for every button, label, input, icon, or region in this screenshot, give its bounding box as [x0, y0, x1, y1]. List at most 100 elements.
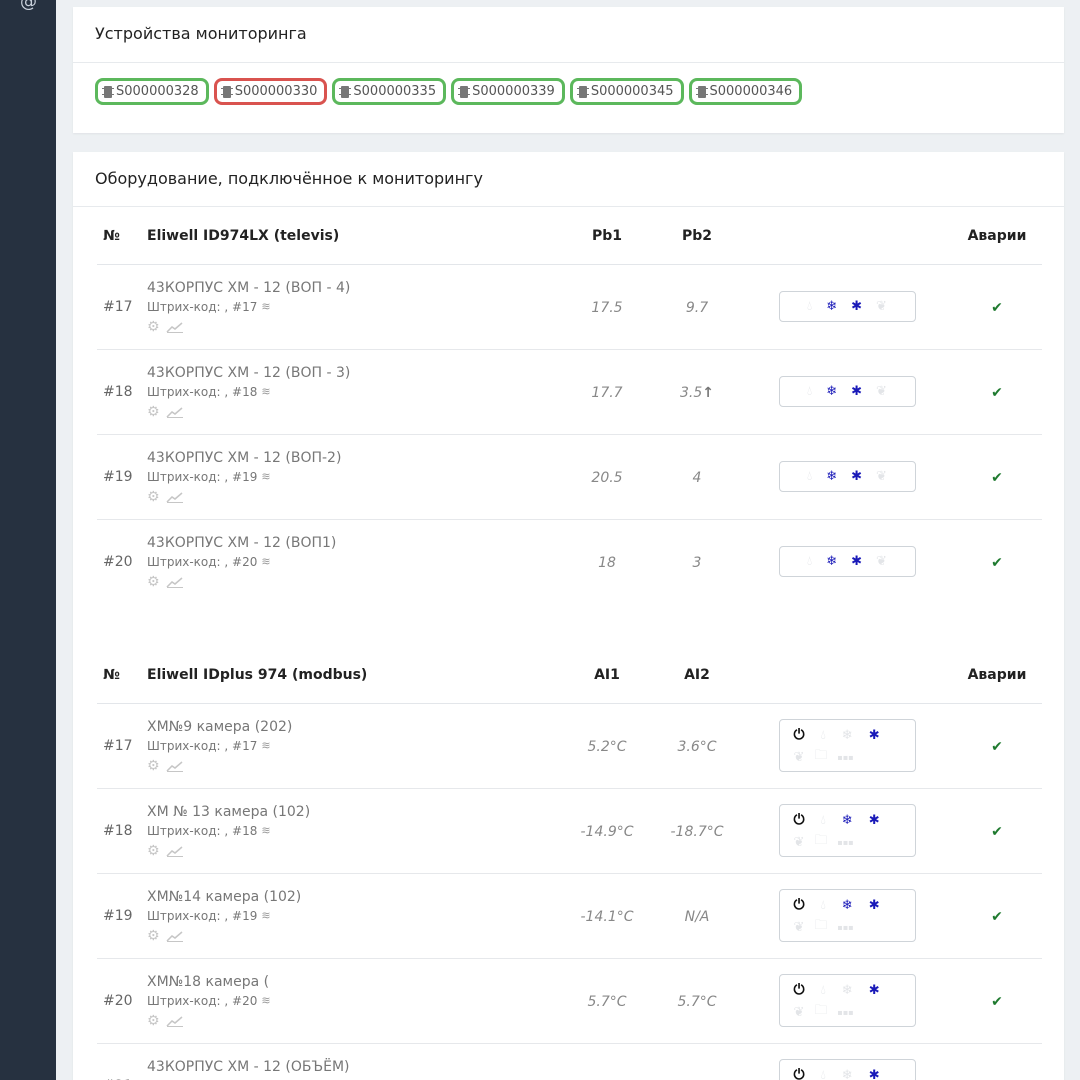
aux-icon: ▪▪▪: [837, 922, 854, 932]
device-chip[interactable]: S000000339: [451, 78, 565, 105]
layers-icon[interactable]: ≋: [261, 470, 271, 483]
row-number: #17: [97, 264, 147, 350]
device-name[interactable]: ХМ№14 камера (102): [147, 889, 302, 905]
chart-line-icon[interactable]: [166, 1015, 184, 1027]
device-name[interactable]: 43КОРПУС ХМ - 12 (ВОП - 4): [147, 280, 351, 296]
device-id: S000000330: [234, 84, 318, 99]
leaf-icon: ❦: [876, 299, 887, 314]
gear-icon[interactable]: ⚙: [147, 928, 160, 944]
device-tools: ⚙: [147, 575, 562, 589]
layers-icon[interactable]: ≋: [261, 909, 271, 922]
value-pb1: 17.7: [591, 385, 623, 401]
check-icon: ✔: [991, 909, 1003, 925]
row-number: #19: [97, 873, 147, 959]
barcode-text: Штрих-код: , #19: [147, 470, 258, 484]
status-indicators[interactable]: 💧︎ ❄ ✱ ❦: [778, 546, 916, 578]
row-number: #17: [97, 703, 147, 789]
chart-line-icon[interactable]: [166, 930, 184, 942]
device-name[interactable]: 43КОРПУС ХМ - 12 (ВОП-2): [147, 450, 342, 466]
chart-line-icon[interactable]: [166, 406, 184, 418]
layers-icon[interactable]: ≋: [261, 1076, 270, 1080]
status-indicators[interactable]: ⏻ 💧︎ ❄ ✱ ❦ 🗀︎ ▪▪▪: [778, 804, 916, 857]
device-chip[interactable]: S000000345: [569, 78, 684, 105]
row-number: #21: [97, 1043, 147, 1080]
row-number: #20: [97, 958, 147, 1044]
device-name[interactable]: 43КОРПУС ХМ - 12 (ВОП - 3): [147, 365, 351, 381]
table-row: #20 43КОРПУС ХМ - 12 (ВОП1) Штрих-код: ,…: [97, 519, 1042, 604]
status-indicators[interactable]: ⏻ 💧︎ ❄ ✱ ❦ 🗀︎ ▪▪▪: [778, 974, 916, 1027]
chart-line-icon[interactable]: [166, 576, 184, 589]
status-indicators[interactable]: ⏻ 💧︎ ❄ ✱ ❦ 🗀︎ ▪▪▪: [778, 719, 916, 772]
value-pb1: 18: [598, 555, 616, 572]
value-ai1: -14.9°C: [580, 824, 634, 840]
equipment-table-modbus: № Eliwell IDplus 974 (modbus) AI1 AI2 Ав…: [97, 648, 1042, 1080]
chart-line-icon[interactable]: [166, 491, 184, 503]
device-tools: ⚙: [147, 320, 562, 334]
aux-icon: ▪▪▪: [837, 837, 854, 847]
check-icon: ✔: [991, 824, 1003, 840]
status-indicators[interactable]: 💧︎ ❄ ✱ ❦: [778, 461, 916, 492]
layers-icon[interactable]: ≋: [261, 824, 271, 837]
equipment-table-televis: № Eliwell ID974LX (televis) Pb1 Pb2 Авар…: [97, 209, 1042, 604]
chart-line-icon[interactable]: [166, 845, 184, 857]
folder-icon: 🗀︎: [814, 748, 828, 763]
gear-icon[interactable]: ⚙: [147, 758, 160, 774]
layers-icon[interactable]: ≋: [261, 300, 271, 313]
gear-icon[interactable]: ⚙: [147, 489, 160, 505]
status-indicators[interactable]: ⏻ 💧︎ ❄ ✱ ❦ 🗀︎ ▪▪▪: [778, 889, 916, 942]
gear-icon[interactable]: ⚙: [147, 843, 160, 859]
device-tools: ⚙: [147, 759, 562, 773]
barcode: Штрих-код: , #19 ≋: [147, 467, 562, 487]
value-pb1: 17.5: [591, 300, 623, 316]
device-name[interactable]: 43КОРПУС ХМ - 12 (ОБЪЁМ): [147, 1059, 350, 1076]
status-indicators[interactable]: ⏻ 💧︎ ❄ ✱ ❦ 🗀︎ ▪▪▪: [778, 1059, 916, 1080]
device-cell: ХМ№14 камера (102) Штрих-код: , #19 ≋ ⚙: [147, 873, 562, 959]
drop-icon: 💧︎: [807, 299, 813, 314]
gear-icon[interactable]: ⚙: [147, 1013, 160, 1029]
device-cell: ХМ№9 камера (202) Штрих-код: , #17 ≋ ⚙: [147, 703, 562, 789]
device-chip[interactable]: S000000335: [332, 78, 447, 105]
layers-icon[interactable]: ≋: [261, 739, 271, 752]
barcode: Штрих-код: , #19 ≋: [147, 906, 562, 926]
device-id: S000000339: [472, 84, 555, 99]
header-controls: [742, 648, 952, 704]
status-indicators[interactable]: 💧︎ ❄ ✱ ❦: [778, 376, 916, 407]
device-chip[interactable]: S000000346: [688, 78, 803, 105]
value-ai2: N/A: [684, 909, 710, 925]
device-name[interactable]: ХМ№9 камера (202): [147, 719, 293, 735]
layers-icon[interactable]: ≋: [261, 994, 271, 1007]
chart-line-icon[interactable]: [166, 760, 184, 772]
folder-icon: 🗀︎: [814, 918, 828, 933]
device-chip-list: S000000328 S000000330 S000000335 S000000339…: [73, 63, 1064, 105]
fan-icon: ✱: [868, 897, 880, 913]
barcode-text: Штрих-код: , #20: [147, 555, 258, 570]
device-cell: 43КОРПУС ХМ - 12 (ОБЪЁМ) Штрих-код: , #2…: [147, 1043, 562, 1080]
fan-icon: ✱: [868, 1067, 880, 1080]
layers-icon[interactable]: ≋: [261, 385, 271, 398]
barcode-text: Штрих-код: , #21: [147, 1076, 257, 1080]
header-ai2: AI2: [652, 648, 742, 704]
device-tools: ⚙: [147, 1014, 562, 1028]
at-icon[interactable]: @: [20, 0, 37, 12]
chip-icon: [576, 85, 589, 98]
device-chip[interactable]: S000000330: [213, 78, 328, 105]
check-icon: ✔: [991, 385, 1003, 401]
device-name[interactable]: ХМ№18 камера (: [147, 974, 270, 990]
barcode: Штрих-код: , #21 ≋: [147, 1076, 562, 1080]
device-name[interactable]: ХМ № 13 камера (102): [147, 804, 311, 820]
drop-icon: 💧︎: [807, 469, 813, 484]
device-name[interactable]: 43КОРПУС ХМ - 12 (ВОП1): [147, 535, 337, 552]
gear-icon[interactable]: ⚙: [147, 404, 160, 420]
status-indicators[interactable]: 💧︎ ❄ ✱ ❦: [778, 291, 916, 322]
fan-icon: ✱: [851, 299, 863, 314]
gear-icon[interactable]: ⚙: [147, 574, 160, 591]
drop-icon: 💧︎: [820, 812, 826, 828]
layers-icon[interactable]: ≋: [261, 555, 271, 569]
device-chip[interactable]: S000000328: [95, 78, 209, 105]
table-row: #18 43КОРПУС ХМ - 12 (ВОП - 3) Штрих-код…: [97, 349, 1042, 435]
chart-line-icon[interactable]: [166, 321, 184, 333]
gear-icon[interactable]: ⚙: [147, 319, 160, 335]
leaf-icon: ❦: [793, 1004, 805, 1020]
chip-icon: [220, 85, 233, 98]
barcode-text: Штрих-код: , #17: [147, 300, 258, 314]
